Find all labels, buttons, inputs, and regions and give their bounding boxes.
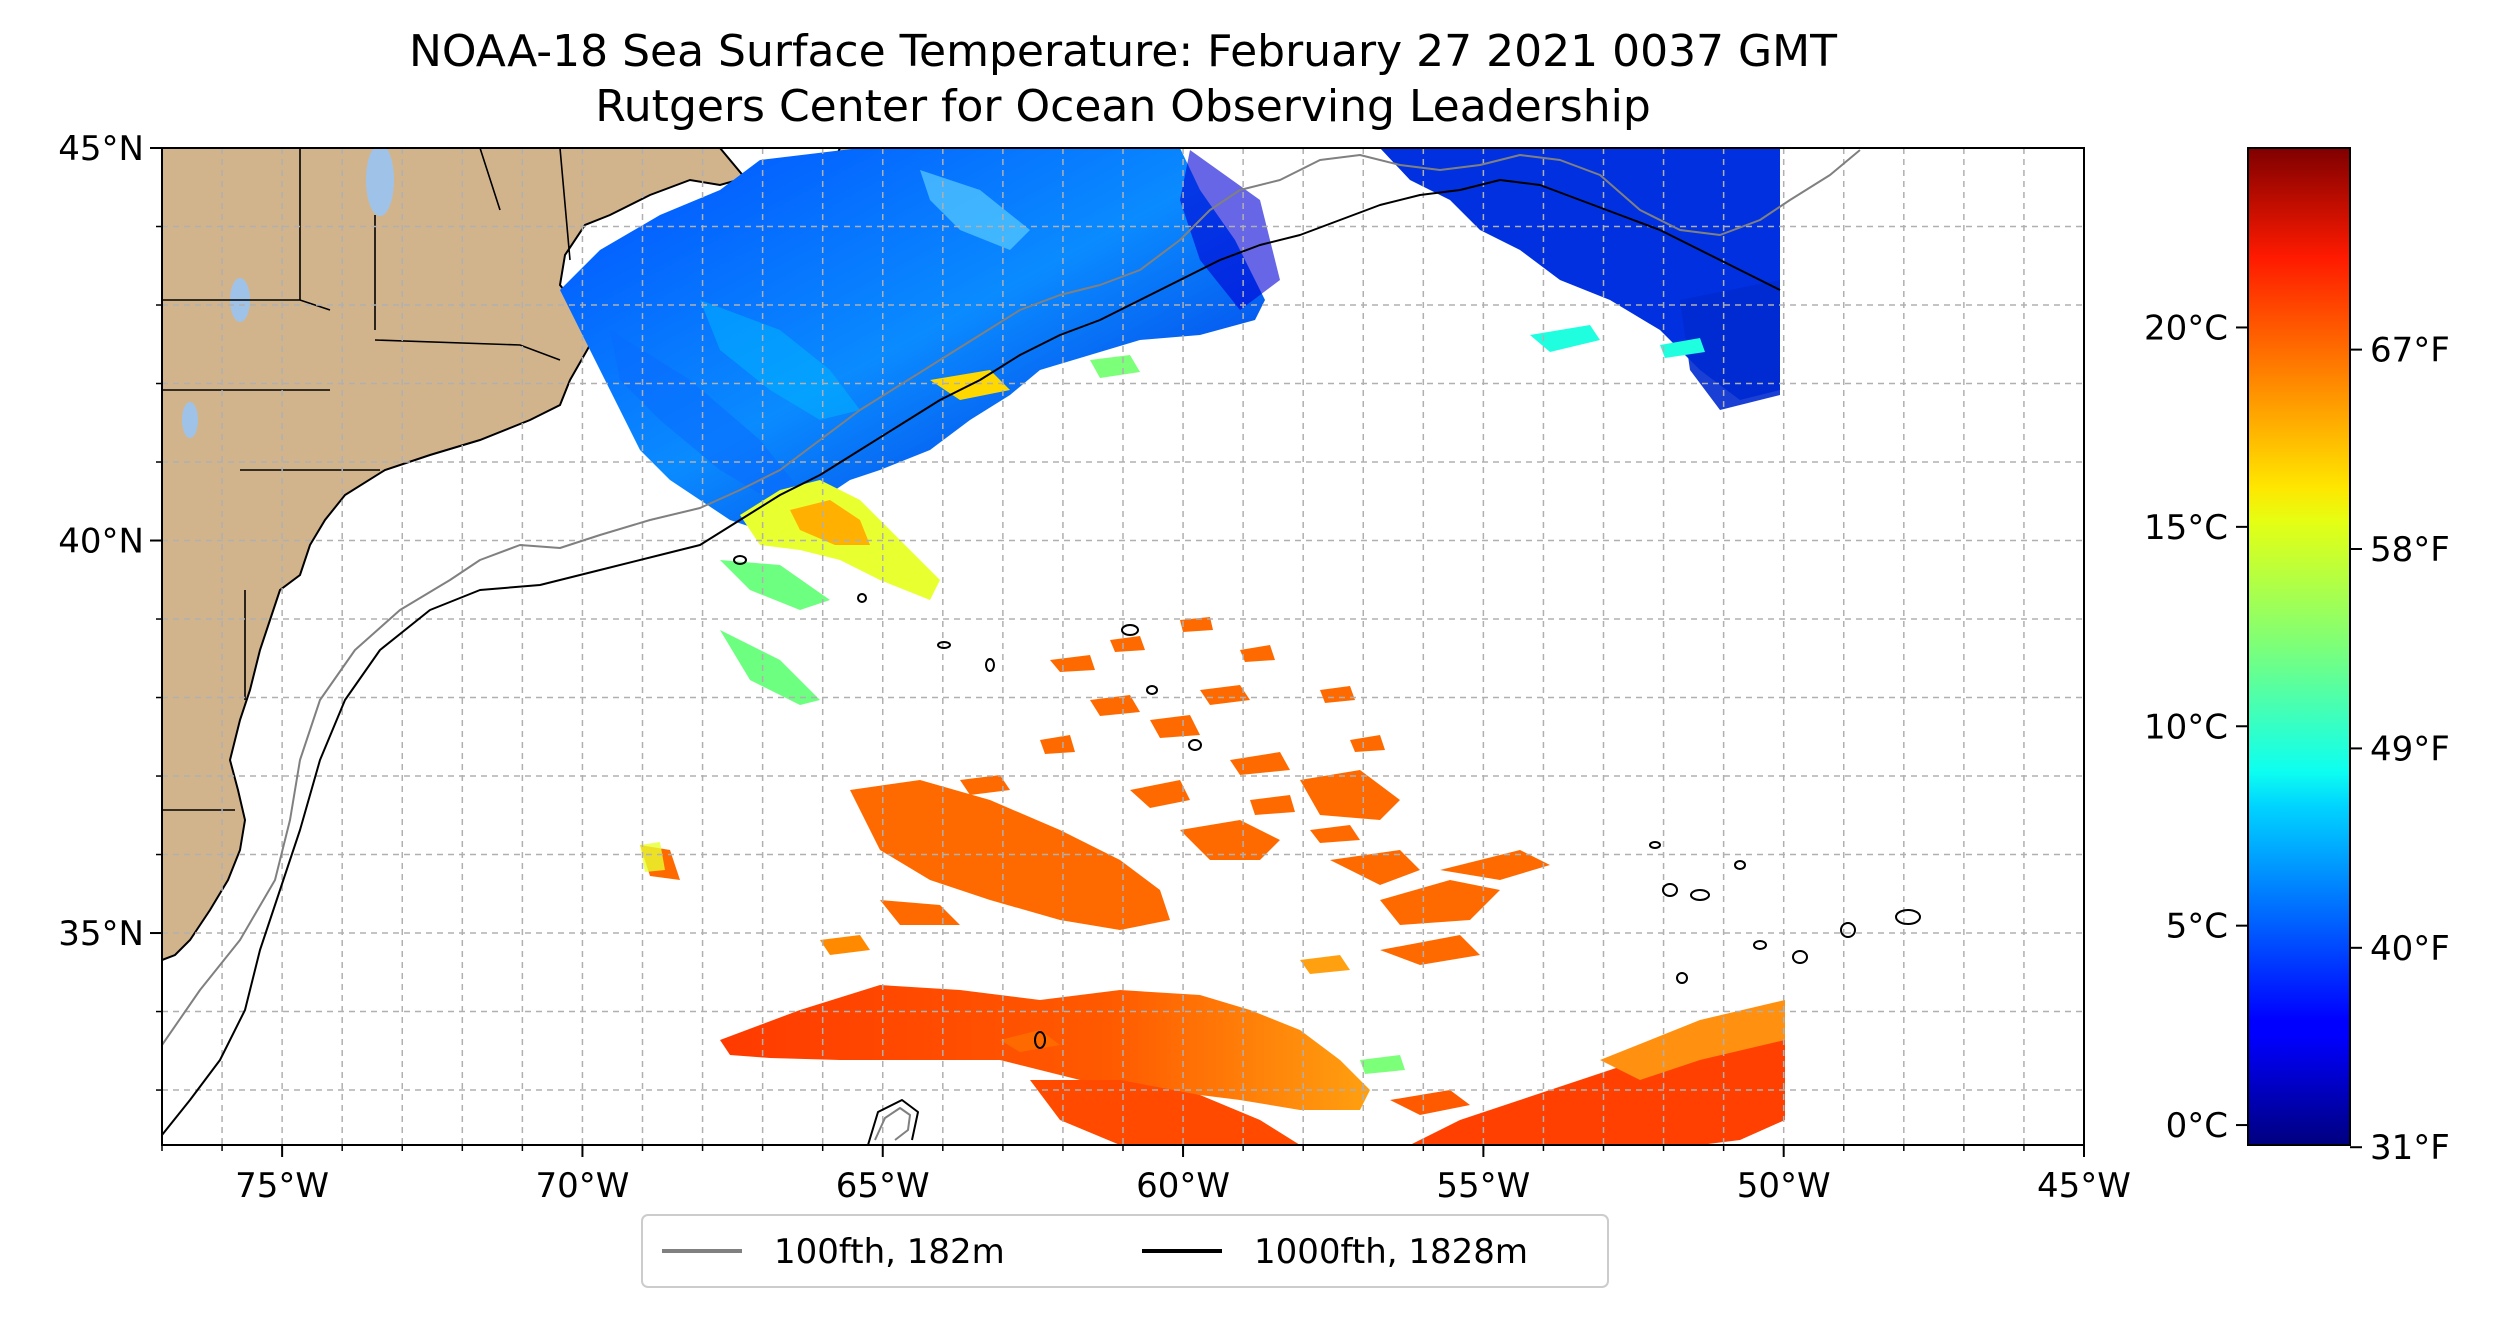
map-gridlines	[162, 148, 2084, 1145]
lon-tick-label: 75°W	[235, 1166, 329, 1206]
sst-shelf-warm	[720, 355, 1140, 705]
sst-cold-swath	[560, 148, 1780, 530]
legend-label-1000fth: 1000fth, 1828m	[1254, 1232, 1528, 1272]
colorbar-fahrenheit-label: 40°F	[2370, 929, 2450, 969]
bermuda-contour-deep	[867, 1099, 919, 1145]
colorbar-fahrenheit-label: 67°F	[2370, 331, 2450, 371]
state-borders	[162, 148, 571, 811]
colorbar-fahrenheit-label: 31°F	[2370, 1128, 2450, 1168]
contour-1000fth	[162, 179, 1781, 1136]
lon-tick-label: 65°W	[836, 1166, 930, 1206]
legend-box	[641, 1214, 1609, 1288]
figure-subtitle: Rutgers Center for Ocean Observing Leade…	[595, 81, 1651, 132]
lon-tick-label: 70°W	[535, 1166, 629, 1206]
map-area	[162, 148, 2084, 1145]
lat-tick-label: 35°N	[58, 914, 144, 954]
longitude-axis: 75°W 70°W 65°W 60°W 55°W 50°W 45°W	[161, 1145, 2131, 1206]
lake	[182, 402, 198, 438]
contour-100fth	[162, 149, 1861, 1046]
seamounts	[733, 555, 1921, 1049]
colorbar-celsius-label: 20°C	[2144, 308, 2228, 348]
colorbar-celsius-label: 0°C	[2166, 1106, 2228, 1146]
lat-tick-label: 45°N	[58, 129, 144, 169]
lon-tick-label: 55°W	[1436, 1166, 1530, 1206]
figure-title: NOAA-18 Sea Surface Temperature: Februar…	[409, 26, 1837, 77]
colorbar-gradient	[2247, 147, 2351, 1146]
colorbar-celsius-label: 15°C	[2144, 508, 2228, 548]
bermuda-contour	[874, 1107, 911, 1141]
colorbar: 0°C 5°C 10°C 15°C 20°C 31°F 40°F 49°F 58°F 67°F	[2144, 147, 2450, 1168]
colorbar-fahrenheit-label: 49°F	[2370, 729, 2450, 769]
sst-gulf-stream-band	[640, 842, 1785, 1145]
lon-tick-label: 60°W	[1136, 1166, 1230, 1206]
colorbar-fahrenheit-axis: 31°F 40°F 49°F 58°F 67°F	[2350, 331, 2450, 1168]
land-north-america	[162, 148, 747, 962]
lat-tick-label: 40°N	[58, 522, 144, 562]
contour-legend: 100fth, 182m 1000fth, 1828m	[641, 1214, 1609, 1288]
colorbar-celsius-axis: 0°C 5°C 10°C 15°C 20°C	[2144, 308, 2248, 1146]
lon-tick-label: 50°W	[1737, 1166, 1831, 1206]
colorbar-celsius-label: 10°C	[2144, 707, 2228, 747]
latitude-axis: 45°N 40°N 35°N	[58, 129, 162, 1091]
bathymetry-contours	[162, 149, 1921, 1145]
lake	[366, 148, 394, 216]
colorbar-fahrenheit-label: 58°F	[2370, 530, 2450, 570]
colorbar-celsius-label: 5°C	[2166, 907, 2228, 947]
lon-tick-label: 45°W	[2037, 1166, 2131, 1206]
legend-label-100fth: 100fth, 182m	[774, 1232, 1005, 1272]
